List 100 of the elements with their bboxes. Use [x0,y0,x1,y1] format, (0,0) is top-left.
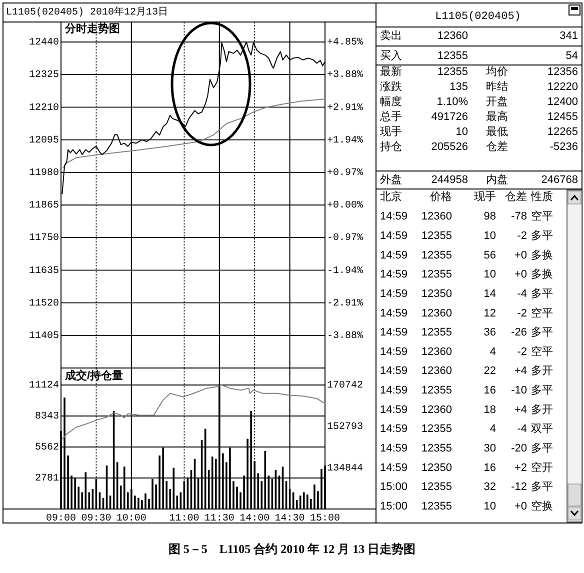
y-tick-label: 8343 [34,412,59,423]
text: 14:59 [380,365,408,378]
text: 30 [484,442,496,455]
text: -20 [511,442,527,455]
y-tick-label: 2781 [34,474,59,485]
text: 多换 [531,249,553,262]
text: 12360 [421,307,452,320]
text: 135 [450,80,468,93]
y2-tick-label: -0.97% [327,233,364,244]
y2-tick-label: +0.00% [327,200,364,212]
text: 均价 [485,66,508,78]
text: 12355 [421,384,452,397]
text: 1.10% [436,96,468,108]
chart-subtitle: 分时走势图 [64,22,120,35]
text: 4 [490,423,496,436]
text: 卖出 [380,28,402,42]
text: 15:00 [380,481,408,494]
text: -2 [517,307,527,320]
text: +4 [514,365,527,378]
text: 涨跌 [380,80,402,93]
y-tick-label: 11520 [28,298,59,310]
y2-tick-label: +3.88% [327,70,364,82]
y-tick-label: 11635 [28,266,59,277]
y-tick-label: 11124 [28,380,59,392]
text: 244958 [431,174,468,186]
text: 14:59 [380,346,408,358]
y2-tick-label: 134844 [327,463,364,474]
text: 12355 [421,326,452,339]
text: 内盘 [486,172,508,186]
text: 12360 [421,404,452,416]
text: -4 [517,288,527,300]
text: -12 [511,481,527,494]
y-tick-label: 11405 [28,331,59,342]
text: 总手 [379,110,402,123]
line-series [62,384,326,440]
text: 14:59 [380,326,408,339]
text: 12360 [421,365,452,378]
x-tick-label: 09:30 [81,514,112,525]
text: 341 [560,30,578,42]
text: 14:59 [380,249,408,262]
y2-tick-label: +0.97% [327,168,364,180]
text: 空开 [531,460,553,474]
x-tick-label: 10:00 [116,514,146,525]
text: 14:59 [380,288,408,300]
text: 买入 [380,48,402,62]
text: 12220 [547,80,578,93]
y-tick-label: 12440 [28,38,59,49]
text: 14 [484,288,496,300]
text: -2 [517,230,527,242]
text: 14:59 [380,307,408,320]
text: 14:59 [380,384,408,397]
text: 多平 [531,326,553,339]
text: 开盘 [486,96,508,108]
text: 12356 [547,66,578,78]
text: 12350 [421,288,452,300]
y-tick-label: 12210 [28,102,59,114]
y2-tick-label: -3.88% [327,331,364,342]
text: 16 [484,384,496,397]
y2-tick-label: -2.91% [327,298,364,310]
text: 12355 [437,66,468,78]
text: 12355 [421,249,452,262]
text: 性质 [530,190,553,203]
y2-tick-label: 152793 [327,422,364,433]
text: 14:59 [380,268,408,281]
x-tick-label: 09:00 [46,514,76,525]
y-tick-label: 11865 [28,200,59,212]
text: 现手 [474,190,496,203]
y-tick-label: 12325 [28,70,59,82]
text: 最新 [380,64,402,78]
x-tick-label: 11:30 [204,514,234,525]
text: -4 [517,423,527,436]
text: 18 [484,404,496,416]
text: 现手 [380,124,402,138]
chart-title: 成交/持仓量 [64,369,124,382]
text: 12400 [547,96,578,108]
text: 持仓 [380,140,402,153]
text: +4 [514,404,527,416]
text: 多平 [531,230,553,242]
text: 外盘 [380,174,402,186]
text: 12355 [421,423,452,436]
y-tick-label: 12095 [28,135,59,146]
text: -10 [511,384,527,397]
text: 多开 [531,404,553,416]
text: 56 [484,249,496,262]
y-tick-label: 11980 [28,168,59,180]
text: 16 [484,462,496,474]
text: 幅度 [380,94,402,108]
text: 多平 [531,384,553,397]
text: 12355 [421,442,452,455]
text: -2 [517,346,527,358]
text: +0 [514,268,527,281]
text: 14:59 [380,404,408,416]
text: 12355 [421,500,452,513]
text: 36 [484,326,496,339]
text: 最低 [486,126,508,138]
text: 多平 [531,288,553,300]
text: 14:59 [380,210,408,223]
x-tick-label: 14:30 [274,514,305,525]
text: 246768 [541,174,578,186]
text: 22 [484,365,496,378]
